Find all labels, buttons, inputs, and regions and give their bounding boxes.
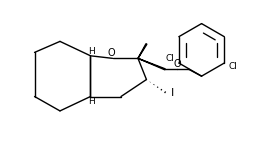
Text: H: H — [89, 47, 95, 56]
Text: H: H — [89, 97, 95, 106]
Text: Cl: Cl — [228, 62, 237, 71]
Polygon shape — [138, 44, 147, 58]
Text: Cl: Cl — [166, 54, 175, 63]
Text: O: O — [108, 48, 116, 58]
Text: O: O — [173, 59, 181, 69]
Polygon shape — [138, 58, 165, 70]
Text: I: I — [171, 88, 174, 98]
